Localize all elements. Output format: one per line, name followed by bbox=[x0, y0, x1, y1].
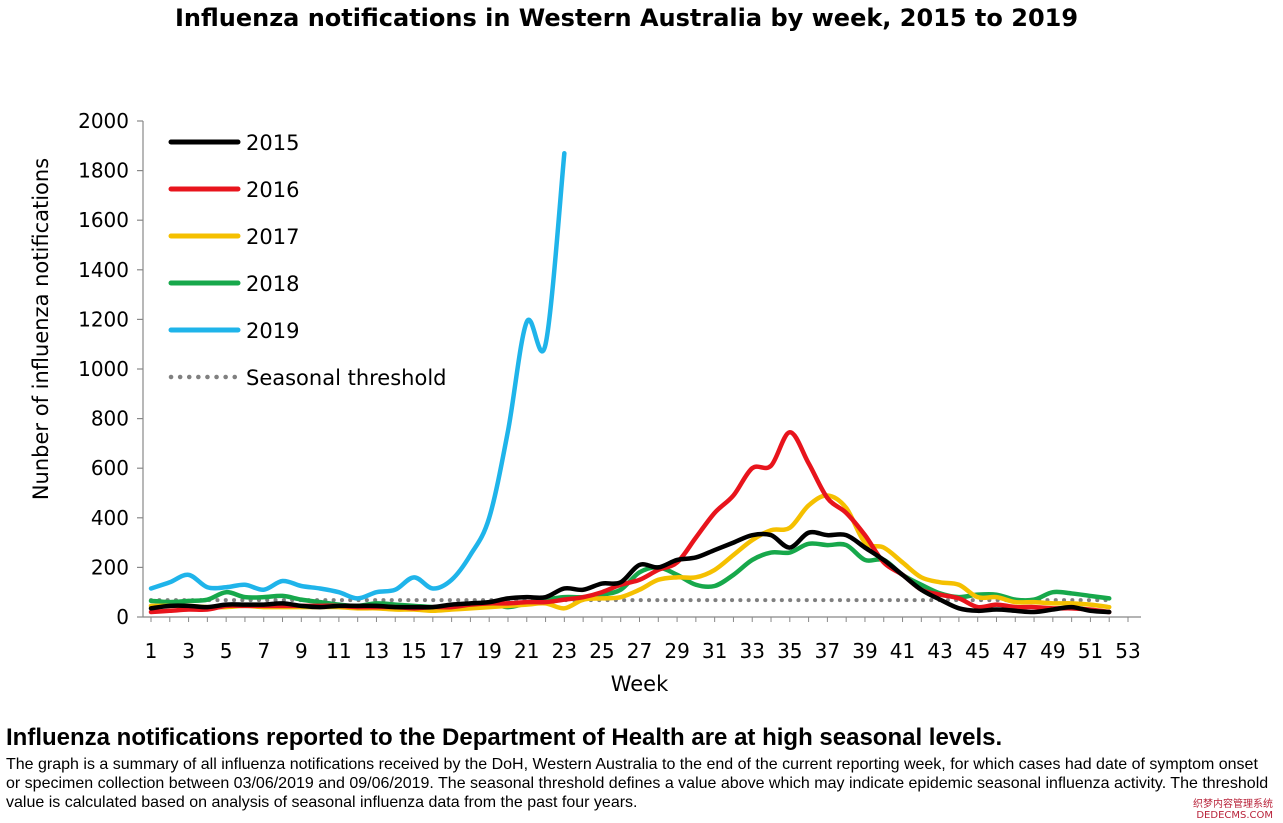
x-tick-label: 47 bbox=[1003, 639, 1028, 663]
legend-label-2018: 2018 bbox=[246, 272, 299, 296]
x-tick-label: 27 bbox=[627, 639, 652, 663]
legend-label-2016: 2016 bbox=[246, 178, 299, 202]
x-tick-label: 53 bbox=[1115, 639, 1140, 663]
headline: Influenza notifications reported to the … bbox=[6, 724, 1003, 751]
series-layer bbox=[148, 150, 1112, 615]
x-tick-label: 45 bbox=[965, 639, 990, 663]
y-tick-label: 1400 bbox=[78, 258, 129, 282]
y-tick-label: 2000 bbox=[78, 109, 129, 133]
x-tick-label: 33 bbox=[740, 639, 765, 663]
y-tick-label: 200 bbox=[91, 555, 129, 579]
x-tick-label: 21 bbox=[514, 639, 539, 663]
description-text: The graph is a summary of all influenza … bbox=[6, 756, 1269, 811]
series-line-2015 bbox=[148, 529, 1112, 615]
x-tick-label: 35 bbox=[777, 639, 802, 663]
chart-title: Influenza notifications in Western Austr… bbox=[174, 4, 1079, 32]
y-tick-label: 400 bbox=[91, 506, 129, 530]
x-tick-label: 37 bbox=[815, 639, 840, 663]
y-tick-label: 1600 bbox=[78, 208, 129, 232]
legend-label-seasonal-threshold: Seasonal threshold bbox=[246, 366, 447, 390]
y-tick-label: 800 bbox=[91, 407, 129, 431]
legend-label-2015: 2015 bbox=[246, 131, 299, 155]
x-tick-label: 3 bbox=[182, 639, 195, 663]
x-tick-label: 23 bbox=[552, 639, 577, 663]
x-tick-label: 7 bbox=[257, 639, 270, 663]
y-tick-label: 1200 bbox=[78, 307, 129, 331]
x-tick-label: 11 bbox=[326, 639, 351, 663]
y-tick-label: 1000 bbox=[78, 357, 129, 381]
x-axis-title: Week bbox=[611, 672, 669, 696]
x-tick-label: 15 bbox=[401, 639, 426, 663]
y-tick-label: 600 bbox=[91, 456, 129, 480]
y-axis-title: Nunber of influenza notifications bbox=[29, 158, 53, 500]
watermark-line-2: DEDECMS.COM bbox=[1196, 810, 1273, 821]
x-tick-label: 29 bbox=[664, 639, 689, 663]
x-tick-label: 13 bbox=[364, 639, 389, 663]
x-tick-label: 43 bbox=[927, 639, 952, 663]
watermark: 织梦内容管理系统 DEDECMS.COM bbox=[1193, 799, 1273, 821]
legend-label-2017: 2017 bbox=[246, 225, 299, 249]
x-tick-label: 51 bbox=[1078, 639, 1103, 663]
x-tick-label: 17 bbox=[439, 639, 464, 663]
x-tick-label: 9 bbox=[295, 639, 308, 663]
x-tick-label: 41 bbox=[890, 639, 915, 663]
legend: 2015 2016 2017 2018 2019 Seasonal threshold bbox=[168, 131, 447, 390]
watermark-line-1: 织梦内容管理系统 bbox=[1193, 799, 1273, 810]
x-tick-label: 5 bbox=[220, 639, 233, 663]
series-line-2017 bbox=[148, 493, 1112, 614]
series-line-2019 bbox=[148, 150, 567, 601]
legend-label-2019: 2019 bbox=[246, 319, 299, 343]
y-tick-label: 0 bbox=[116, 605, 129, 629]
x-tick-label: 31 bbox=[702, 639, 727, 663]
x-tick-label: 25 bbox=[589, 639, 614, 663]
x-tick-label: 49 bbox=[1040, 639, 1065, 663]
y-tick-label: 1800 bbox=[78, 159, 129, 183]
x-tick-label: 1 bbox=[145, 639, 158, 663]
x-tick-label: 39 bbox=[852, 639, 877, 663]
x-tick-label: 19 bbox=[476, 639, 501, 663]
